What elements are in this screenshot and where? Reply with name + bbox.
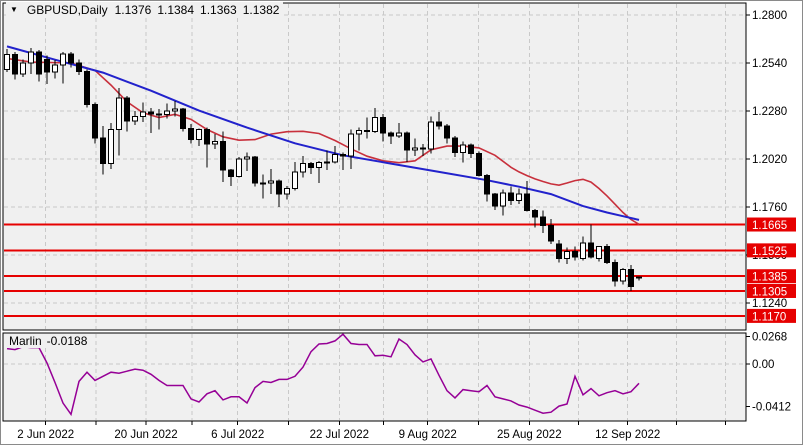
date-tick-label: 9 Aug 2022	[399, 429, 457, 441]
price-tick-label: 1.2540	[752, 58, 787, 70]
chart-title-bar: ▼ GBPUSD,Daily 1.1376 1.1384 1.1363 1.13…	[6, 2, 284, 18]
price-tick-label: 1.2280	[752, 106, 787, 118]
oscillator-line	[6, 333, 640, 417]
candles	[4, 48, 642, 291]
ma-slow-blue-line	[6, 45, 640, 221]
level-price-badge-text: 1.1170	[752, 311, 786, 323]
ohlc-open: 1.1376	[114, 3, 152, 17]
date-tick-label: 22 Jul 2022	[310, 429, 369, 441]
price-tick-label: 1.2020	[752, 154, 787, 166]
level-price-badge	[747, 308, 796, 323]
price-tick-label: 1.2800	[752, 10, 787, 22]
date-tick-label: 25 Aug 2022	[497, 429, 562, 441]
level-price-badge	[747, 269, 796, 284]
level-price-badge	[747, 283, 796, 298]
main-price-panel	[2, 2, 747, 331]
oscillator-tick-label: 0.00	[752, 359, 774, 371]
date-tick-label: 6 Jul 2022	[211, 429, 264, 441]
collapse-icon[interactable]: ▼	[10, 5, 18, 14]
ohlc-low: 1.1363	[200, 3, 237, 17]
indicator-name: Marlin	[9, 334, 42, 348]
ohlc-high: 1.1384	[157, 3, 195, 17]
ohlc-values: 1.1376 1.1384 1.1363 1.1382	[115, 3, 280, 17]
level-price-badge-text: 1.1665	[752, 220, 787, 232]
level-price-badge	[747, 243, 796, 258]
level-price-badge-text: 1.1525	[752, 246, 787, 258]
time-axis: 2 Jun 2022 20 Jun 2022 6 Jul 2022 22 Jul 20…	[17, 421, 727, 441]
date-tick-label: 12 Sep 2022	[595, 429, 660, 441]
date-tick-label: 2 Jun 2022	[17, 429, 74, 441]
price-tick-label: 1.1240	[752, 298, 787, 310]
indicator-label: Marlin -0.0188	[6, 334, 91, 348]
date-tick-label: 20 Jun 2022	[114, 429, 177, 441]
price-tick-label: 1.1760	[752, 202, 787, 214]
symbol-timeframe-label: GBPUSD,Daily	[26, 3, 108, 17]
indicator-value: -0.0188	[46, 334, 88, 348]
level-price-badge-text: 1.1385	[752, 272, 787, 284]
ohlc-close: 1.1382	[242, 3, 280, 17]
oscillator-tick-label: -0.0412	[752, 401, 791, 413]
price-axis: 1.28001.25401.22801.20201.17601.15001.12…	[746, 10, 796, 413]
indicator-panel	[2, 332, 747, 422]
grid-lines	[4, 4, 745, 420]
level-price-badge-text: 1.1305	[752, 286, 787, 298]
level-price-badge	[747, 217, 796, 232]
oscillator-tick-label: 0.0268	[752, 332, 787, 344]
